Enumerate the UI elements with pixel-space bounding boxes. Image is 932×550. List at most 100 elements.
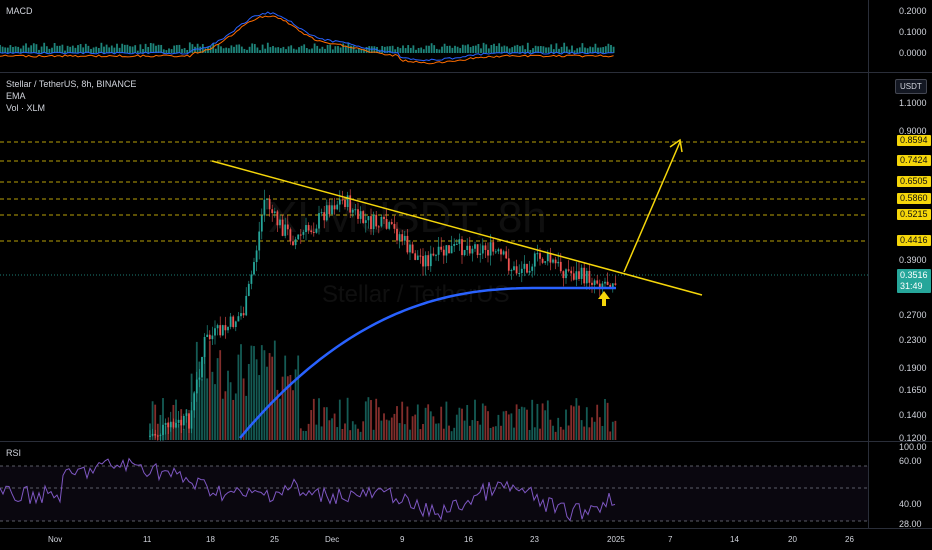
macd-histogram-bar xyxy=(589,46,592,53)
price-candle xyxy=(328,205,331,215)
price-candle xyxy=(598,283,601,289)
date-label-23: 23 xyxy=(530,535,539,544)
volume-bar xyxy=(206,378,209,440)
macd-histogram-bar xyxy=(95,46,98,53)
price-candle xyxy=(263,199,266,216)
volume-bar xyxy=(479,424,482,440)
macd-histogram-bar xyxy=(412,45,415,53)
price-candle xyxy=(156,435,159,437)
volume-legend[interactable]: Vol · XLM xyxy=(6,103,46,113)
volume-bar xyxy=(208,340,211,440)
volume-bar xyxy=(411,416,414,440)
macd-histogram-bar xyxy=(331,49,334,53)
price-candle xyxy=(245,295,248,316)
macd-histogram-bar xyxy=(428,45,430,53)
macd-histogram-bar xyxy=(139,44,142,53)
macd-histogram-bar xyxy=(160,44,163,53)
price-axis[interactable]: USDT 1.1000 0.9000 0.3900 0.2700 0.2300 … xyxy=(868,73,932,443)
macd-histogram-bar xyxy=(110,45,113,53)
volume-bar xyxy=(445,401,448,440)
price-candle xyxy=(162,424,164,435)
price-candle xyxy=(510,270,513,272)
volume-bar xyxy=(203,355,206,440)
rsi-divider[interactable] xyxy=(0,441,932,442)
volume-bar xyxy=(328,420,331,440)
macd-histogram-bar xyxy=(230,45,233,53)
volume-bar xyxy=(346,397,349,440)
macd-histogram-bar xyxy=(165,50,168,53)
price-pane[interactable]: Stellar / TetherUS, 8h, BINANCE EMA Vol … xyxy=(0,73,868,441)
macd-histogram-bar xyxy=(170,49,173,53)
macd-pane[interactable]: MACD xyxy=(0,0,868,72)
volume-bar xyxy=(518,408,521,440)
price-candle xyxy=(424,255,427,267)
price-candle xyxy=(549,253,552,263)
rsi-axis[interactable]: 100.00 60.00 40.00 28.00 xyxy=(868,442,932,529)
macd-histogram-bar xyxy=(22,45,25,53)
macd-histogram-bar xyxy=(19,48,22,53)
volume-bar xyxy=(377,407,380,440)
macd-histogram-bar xyxy=(217,44,220,53)
macd-histogram-bar xyxy=(212,43,215,53)
volume-bar xyxy=(250,345,253,440)
price-candle xyxy=(507,258,510,271)
macd-histogram-bar xyxy=(602,47,605,53)
volume-bar xyxy=(221,398,224,440)
price-candle xyxy=(526,263,528,273)
volume-bar xyxy=(162,398,164,440)
currency-button[interactable]: USDT xyxy=(895,79,927,94)
volume-bar xyxy=(219,350,222,440)
macd-histogram-bar xyxy=(430,43,433,53)
macd-histogram-bar xyxy=(149,42,152,53)
rsi-tick-100: 100.00 xyxy=(899,442,927,452)
price-candle xyxy=(474,244,476,249)
price-candle xyxy=(180,419,183,426)
macd-price-axis[interactable]: 0.2000 0.1000 0.0000 xyxy=(868,0,932,72)
date-label-14: 14 xyxy=(730,535,739,544)
volume-bar xyxy=(588,427,591,440)
macd-histogram-bar xyxy=(1,46,4,53)
macd-divider[interactable] xyxy=(0,72,932,73)
volume-bar xyxy=(513,427,515,440)
volume-bar xyxy=(578,405,580,440)
price-candle xyxy=(357,209,359,219)
price-candle xyxy=(580,267,583,279)
price-candle xyxy=(377,226,380,228)
volume-bar xyxy=(292,390,294,440)
volume-bar xyxy=(474,399,476,440)
volume-bar xyxy=(583,426,586,440)
price-candle xyxy=(562,271,565,279)
volume-bar xyxy=(575,398,578,440)
price-candle xyxy=(539,253,541,259)
macd-histogram-bar xyxy=(103,46,105,53)
volume-bar xyxy=(552,425,554,440)
volume-bar xyxy=(515,404,518,440)
macd-histogram-bar xyxy=(558,48,560,53)
rsi-pane[interactable]: RSI xyxy=(0,442,868,528)
price-candle xyxy=(188,413,190,429)
macd-histogram-bar xyxy=(324,48,326,53)
macd-histogram-bar xyxy=(113,47,116,53)
macd-histogram-bar xyxy=(467,44,469,53)
price-candle xyxy=(310,230,313,233)
rsi-tick-40: 40.00 xyxy=(899,499,922,509)
macd-histogram-bar xyxy=(422,49,425,53)
price-candle xyxy=(312,232,315,234)
macd-histogram-bar xyxy=(464,45,467,53)
macd-histogram-bar xyxy=(61,44,64,53)
volume-bar xyxy=(455,414,458,440)
volume-bar xyxy=(559,426,562,440)
macd-histogram-bar xyxy=(188,42,191,53)
volume-bar xyxy=(229,382,232,440)
ema-legend[interactable]: EMA xyxy=(6,91,26,101)
macd-histogram-bar xyxy=(394,49,397,53)
macd-histogram-bar xyxy=(45,46,48,53)
volume-bar xyxy=(403,424,406,440)
price-candle xyxy=(442,249,445,256)
volume-bar xyxy=(253,346,255,440)
volume-bar xyxy=(315,424,318,440)
price-candle xyxy=(429,253,432,267)
volume-bar xyxy=(591,417,593,440)
macd-histogram-bar xyxy=(204,48,207,53)
macd-histogram-bar xyxy=(568,49,571,53)
